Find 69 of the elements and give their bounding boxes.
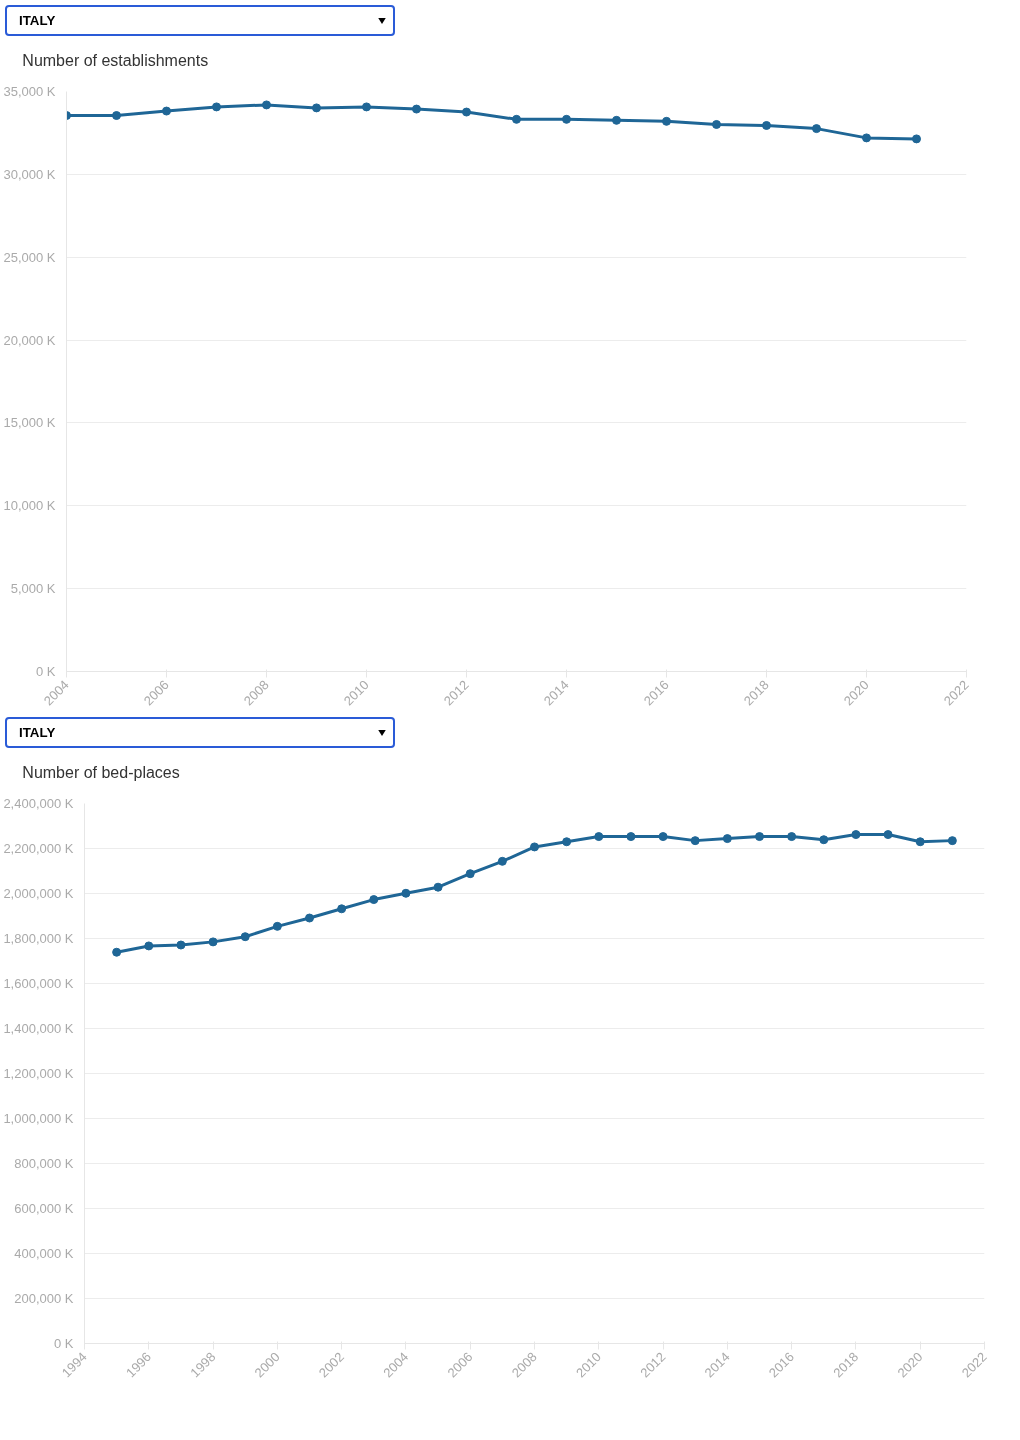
point xyxy=(947,836,957,846)
y-tick-label: 0 K xyxy=(53,1336,74,1352)
point xyxy=(412,104,421,114)
y-tick-label: 35,000 K xyxy=(3,84,56,100)
point xyxy=(626,832,636,842)
point xyxy=(208,937,218,947)
y-tick-label: 600,000 K xyxy=(14,1201,74,1217)
point xyxy=(305,913,314,923)
point xyxy=(712,120,721,130)
y-tick-label: 1,600,000 K xyxy=(3,976,74,992)
y-tick-label: 1,800,000 K xyxy=(3,931,74,947)
point xyxy=(176,940,186,950)
point xyxy=(369,895,379,905)
point xyxy=(819,835,829,845)
point xyxy=(512,114,521,124)
point xyxy=(262,100,271,110)
y-tick-label: 1,000,000 K xyxy=(3,1111,74,1127)
point xyxy=(401,889,411,899)
y-tick-label: 1,200,000 K xyxy=(3,1066,74,1082)
point xyxy=(497,857,507,867)
text: Number of bed-places xyxy=(22,764,180,783)
point xyxy=(362,102,371,112)
point xyxy=(462,107,471,117)
point xyxy=(465,869,475,879)
point xyxy=(272,922,282,932)
y-tick-label: 400,000 K xyxy=(14,1246,74,1262)
point xyxy=(562,837,572,847)
point xyxy=(690,836,700,846)
point xyxy=(594,832,604,842)
y-tick-label: 800,000 K xyxy=(14,1156,74,1172)
y-tick-label: 2,400,000 K xyxy=(3,796,74,812)
y-tick-label: 20,000 K xyxy=(3,332,56,348)
y-tick-label: 10,000 K xyxy=(3,498,56,514)
point xyxy=(722,834,732,844)
point xyxy=(112,948,122,957)
chart-subtitle: ITALY xyxy=(5,717,395,749)
y-tick-label: 5,000 K xyxy=(10,581,56,597)
point xyxy=(812,124,821,134)
y-tick-label: 30,000 K xyxy=(3,167,56,182)
point xyxy=(658,832,668,842)
point xyxy=(612,115,621,125)
y-tick-label: 2,000,000 K xyxy=(3,886,74,902)
point xyxy=(915,837,925,847)
point xyxy=(337,904,347,914)
y-tick-label: 200,000 K xyxy=(14,1291,74,1307)
point xyxy=(883,830,893,840)
y-tick-label: 25,000 K xyxy=(3,249,56,265)
y-tick-label: 15,000 K xyxy=(3,415,56,431)
y-tick-label: 1,400,000 K xyxy=(3,1021,74,1037)
point xyxy=(762,121,771,131)
point xyxy=(912,134,921,144)
point xyxy=(787,832,797,842)
point xyxy=(662,116,671,126)
y-tick-label: 0 K xyxy=(35,664,56,680)
point xyxy=(530,842,539,852)
point xyxy=(312,103,321,113)
point xyxy=(112,111,121,121)
y-tick-label: 2,200,000 K xyxy=(3,841,74,857)
point xyxy=(755,832,764,842)
point xyxy=(851,830,861,840)
point xyxy=(433,882,443,892)
point xyxy=(144,941,154,951)
point xyxy=(212,102,221,112)
point xyxy=(562,114,571,124)
point xyxy=(240,932,250,942)
text: Number of establishments xyxy=(22,52,209,71)
point xyxy=(862,133,871,143)
point xyxy=(162,106,171,116)
chart-subtitle: ITALY xyxy=(5,5,395,37)
